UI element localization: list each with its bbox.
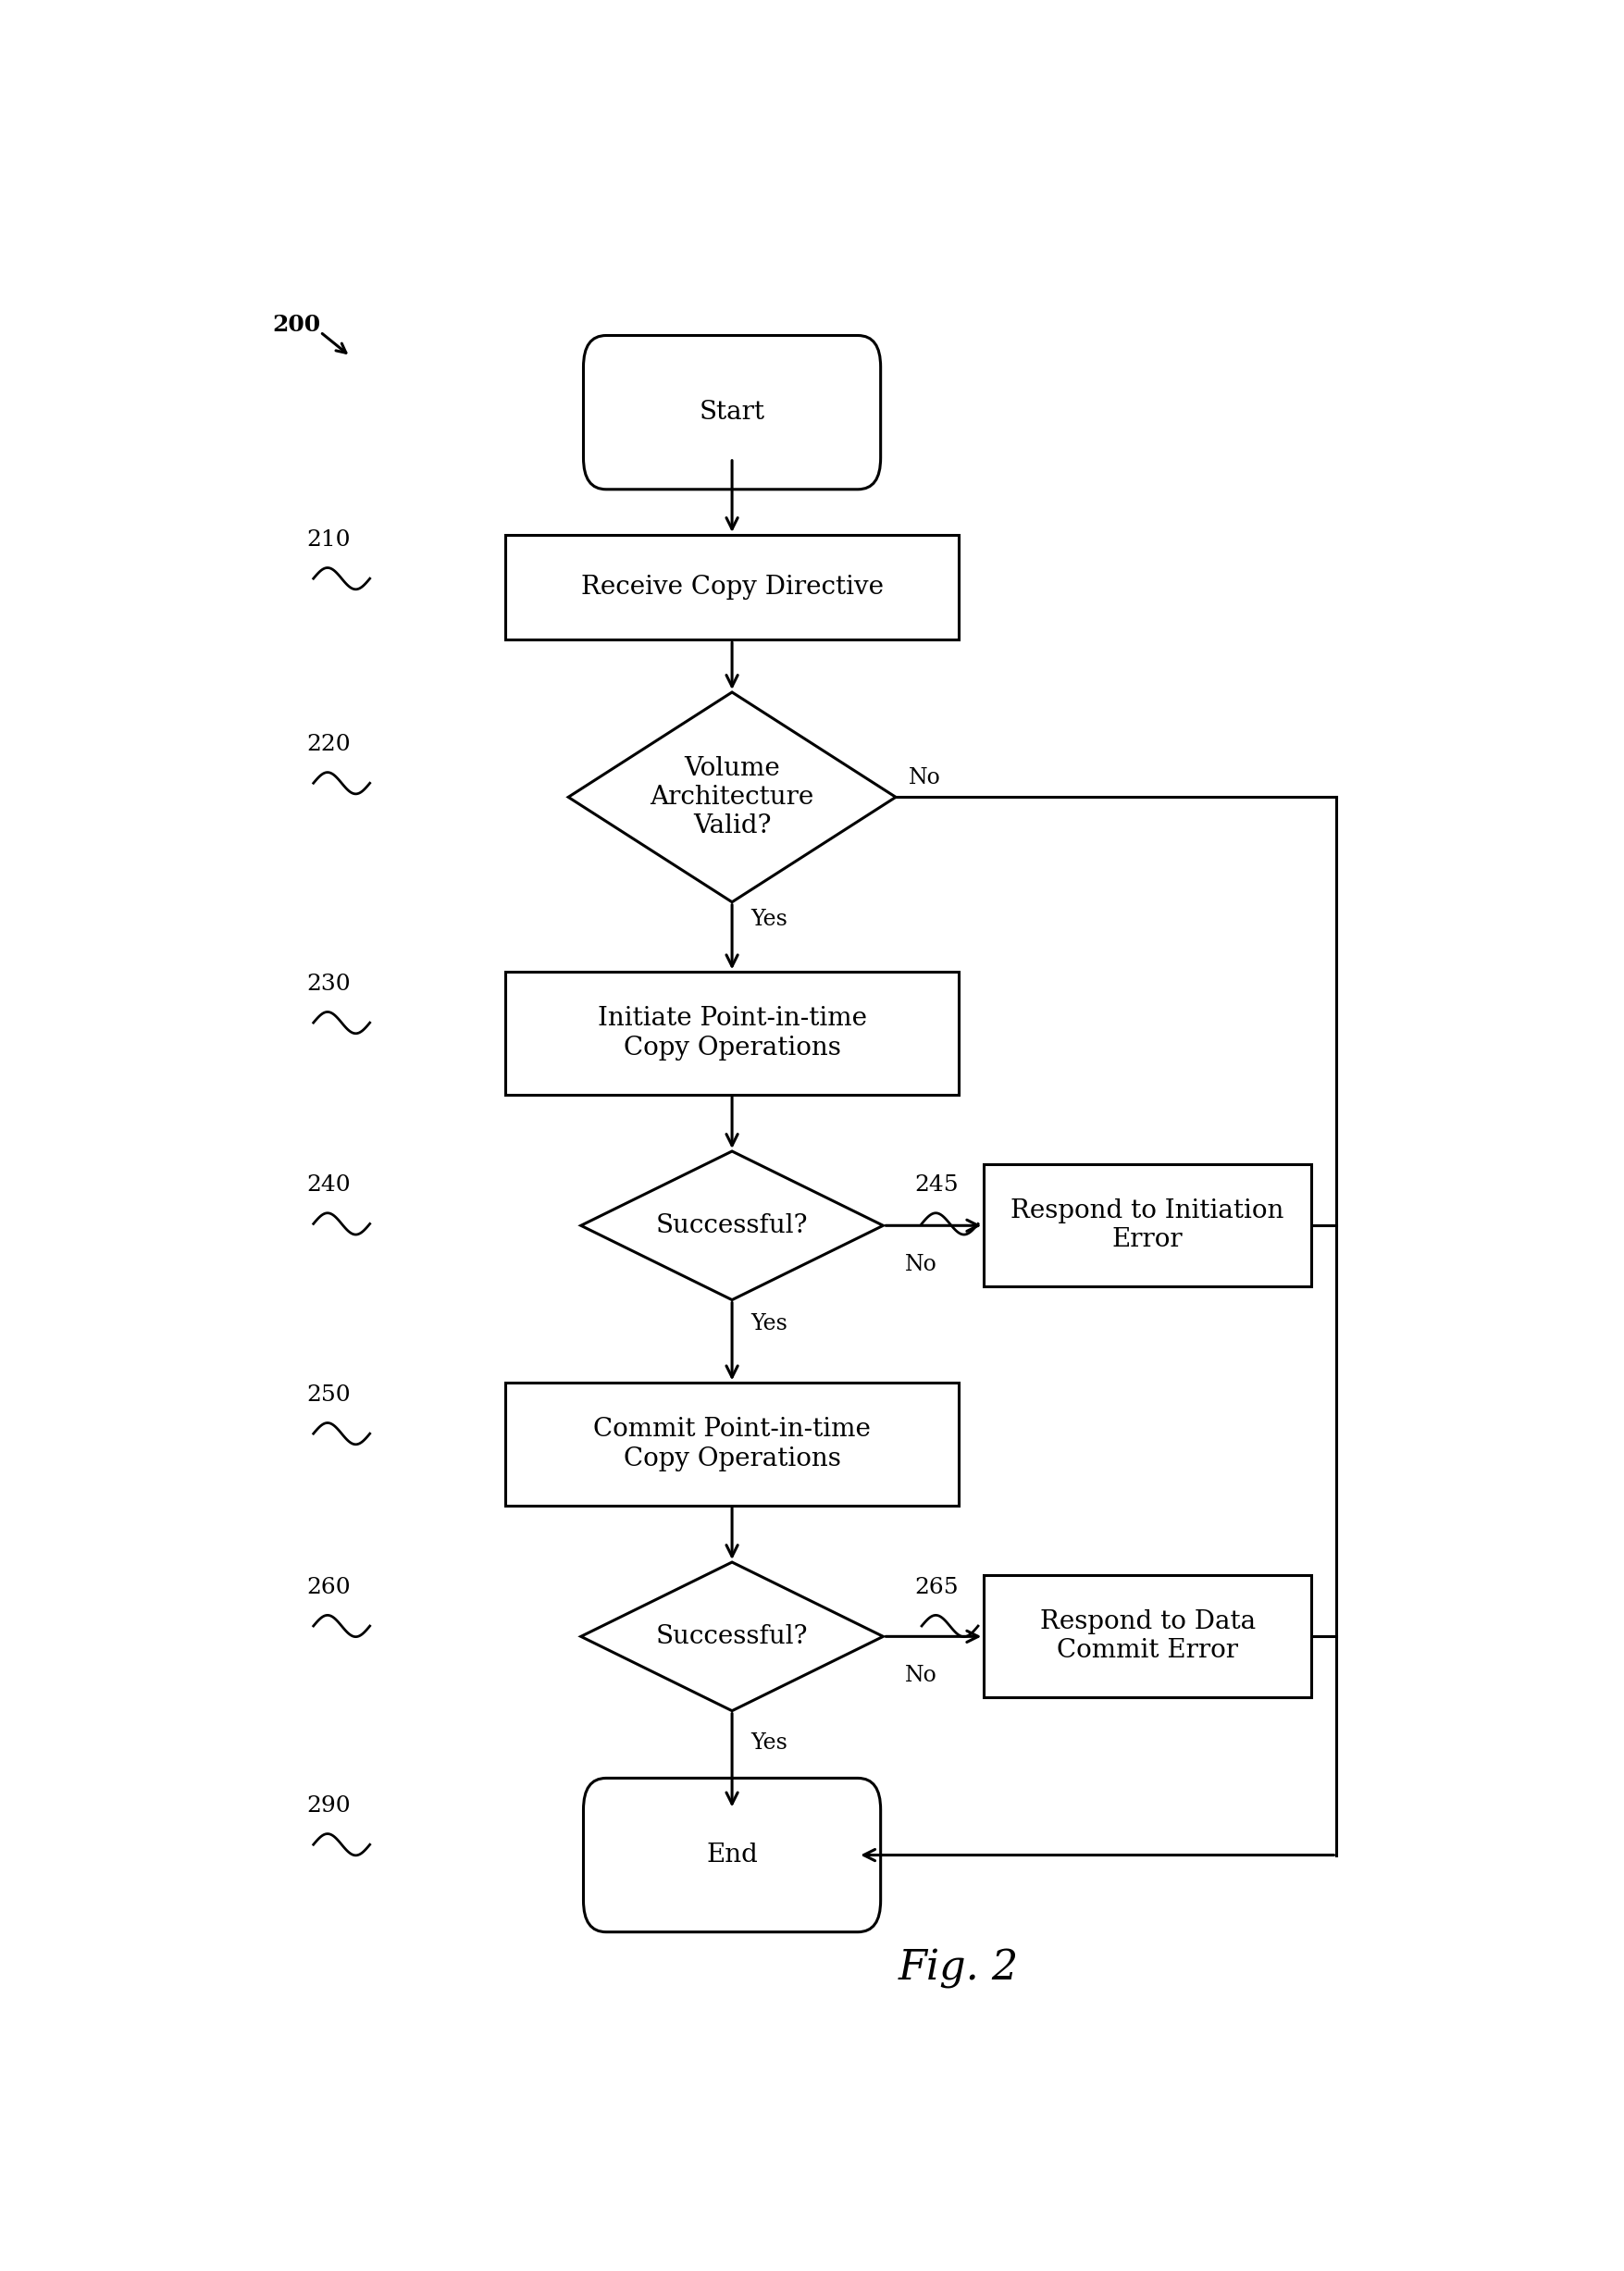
Text: Respond to Data
Commit Error: Respond to Data Commit Error xyxy=(1039,1610,1255,1662)
Text: 265: 265 xyxy=(914,1576,958,1599)
Text: 245: 245 xyxy=(914,1174,958,1197)
Text: Successful?: Successful? xyxy=(656,1213,807,1238)
Text: 260: 260 xyxy=(307,1576,351,1599)
Text: Yes: Yes xyxy=(750,1733,788,1753)
Text: 250: 250 xyxy=(307,1385,351,1406)
Text: Yes: Yes xyxy=(750,908,788,931)
Text: No: No xyxy=(908,768,940,788)
Text: Yes: Yes xyxy=(750,1313,788,1335)
FancyBboxPatch shape xyxy=(583,1778,880,1933)
Polygon shape xyxy=(568,693,895,902)
Text: 230: 230 xyxy=(307,974,351,995)
Text: 220: 220 xyxy=(307,734,351,756)
Bar xyxy=(505,1383,958,1506)
Text: 200: 200 xyxy=(273,313,320,336)
Bar xyxy=(983,1576,1311,1699)
Text: 240: 240 xyxy=(307,1174,351,1197)
Text: Receive Copy Directive: Receive Copy Directive xyxy=(580,575,883,600)
Text: Respond to Initiation
Error: Respond to Initiation Error xyxy=(1010,1199,1283,1254)
Text: Initiate Point-in-time
Copy Operations: Initiate Point-in-time Copy Operations xyxy=(598,1006,866,1061)
Bar xyxy=(505,536,958,640)
Text: Volume
Architecture
Valid?: Volume Architecture Valid? xyxy=(650,756,814,838)
Bar xyxy=(505,972,958,1095)
Text: Fig. 2: Fig. 2 xyxy=(898,1949,1018,1989)
Text: No: No xyxy=(905,1254,937,1274)
Polygon shape xyxy=(581,1151,883,1299)
Text: Commit Point-in-time
Copy Operations: Commit Point-in-time Copy Operations xyxy=(593,1417,870,1472)
Text: 290: 290 xyxy=(307,1796,351,1817)
Polygon shape xyxy=(581,1562,883,1710)
Text: 210: 210 xyxy=(307,529,351,550)
FancyBboxPatch shape xyxy=(583,336,880,488)
Bar xyxy=(983,1165,1311,1288)
Text: No: No xyxy=(905,1665,937,1685)
Text: End: End xyxy=(706,1842,757,1867)
Text: Successful?: Successful? xyxy=(656,1624,807,1649)
Text: Start: Start xyxy=(698,400,765,425)
